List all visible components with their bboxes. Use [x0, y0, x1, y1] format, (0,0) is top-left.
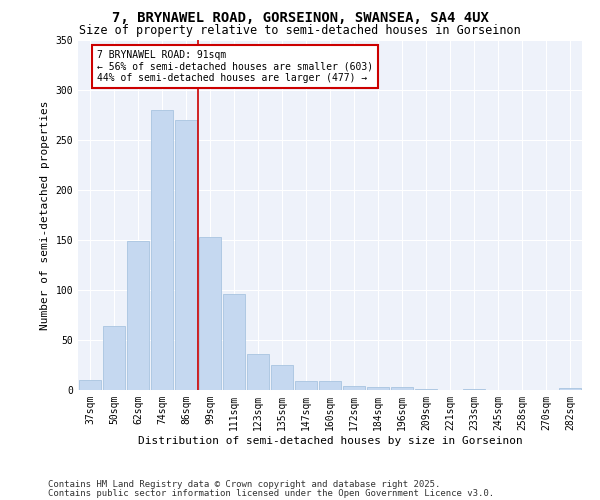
- Bar: [391, 387, 413, 390]
- Bar: [295, 381, 317, 390]
- Text: Size of property relative to semi-detached houses in Gorseinon: Size of property relative to semi-detach…: [79, 24, 521, 37]
- Bar: [127, 241, 149, 390]
- Bar: [319, 381, 341, 390]
- Bar: [271, 365, 293, 390]
- Bar: [223, 294, 245, 390]
- Bar: [151, 110, 173, 390]
- Bar: [463, 389, 485, 390]
- Bar: [343, 386, 365, 390]
- Text: 7 BRYNAWEL ROAD: 91sqm
← 56% of semi-detached houses are smaller (603)
44% of se: 7 BRYNAWEL ROAD: 91sqm ← 56% of semi-det…: [97, 50, 373, 83]
- X-axis label: Distribution of semi-detached houses by size in Gorseinon: Distribution of semi-detached houses by …: [137, 436, 523, 446]
- Y-axis label: Number of semi-detached properties: Number of semi-detached properties: [40, 100, 50, 330]
- Bar: [175, 120, 197, 390]
- Bar: [79, 380, 101, 390]
- Text: Contains HM Land Registry data © Crown copyright and database right 2025.: Contains HM Land Registry data © Crown c…: [48, 480, 440, 489]
- Bar: [367, 387, 389, 390]
- Text: 7, BRYNAWEL ROAD, GORSEINON, SWANSEA, SA4 4UX: 7, BRYNAWEL ROAD, GORSEINON, SWANSEA, SA…: [112, 11, 488, 25]
- Bar: [199, 237, 221, 390]
- Bar: [415, 389, 437, 390]
- Bar: [247, 354, 269, 390]
- Bar: [103, 326, 125, 390]
- Text: Contains public sector information licensed under the Open Government Licence v3: Contains public sector information licen…: [48, 490, 494, 498]
- Bar: [559, 388, 581, 390]
